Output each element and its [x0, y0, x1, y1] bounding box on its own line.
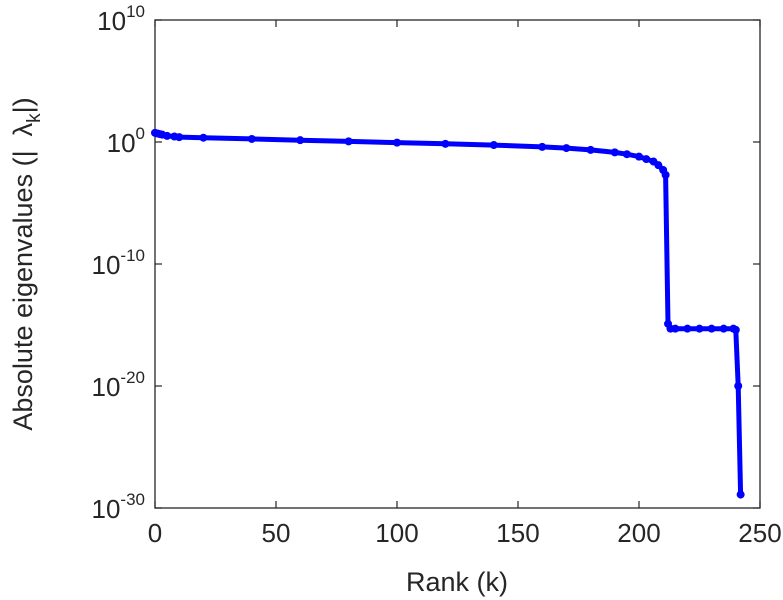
y-axis-label-suffix: |) — [8, 97, 38, 113]
y-tick-exponent: -20 — [120, 368, 145, 387]
data-point — [734, 382, 743, 390]
y-tick-base: 10 — [92, 494, 121, 524]
data-point — [344, 137, 353, 146]
data-point — [736, 490, 745, 499]
y-tick-label: 10-20 — [92, 368, 146, 402]
y-tick-label: 10-10 — [92, 246, 146, 280]
y-tick-label: 1010 — [97, 2, 145, 36]
x-tick-label: 150 — [496, 518, 539, 548]
data-point — [707, 324, 716, 333]
y-tick-base: 10 — [97, 6, 126, 36]
data-point — [247, 134, 256, 143]
y-tick-label: 100 — [107, 124, 145, 158]
data-point — [489, 141, 498, 150]
x-axis-label: Rank (k) — [406, 567, 508, 597]
data-point — [441, 139, 450, 148]
y-tick-base: 10 — [107, 128, 136, 158]
data-point — [719, 324, 728, 333]
plot-area — [154, 19, 761, 509]
y-tick-base: 10 — [92, 372, 121, 402]
x-tick-label: 100 — [375, 518, 418, 548]
y-tick-exponent: 0 — [136, 124, 145, 143]
data-point — [586, 145, 595, 154]
data-point — [296, 136, 305, 145]
x-tick-label: 50 — [262, 518, 291, 548]
data-point — [538, 142, 547, 151]
y-tick-label: 10-30 — [92, 490, 146, 524]
x-tick-label: 250 — [738, 518, 781, 548]
series-layer — [151, 128, 745, 499]
data-point — [163, 131, 172, 140]
data-point — [695, 324, 704, 333]
y-axis-label-subscript: k — [24, 113, 45, 123]
data-point — [622, 150, 631, 159]
x-tick-label: 0 — [148, 518, 162, 548]
data-point — [393, 138, 401, 147]
data-point — [175, 133, 184, 142]
y-tick-exponent: -30 — [120, 490, 145, 509]
data-point — [661, 170, 670, 179]
y-tick-base: 10 — [92, 250, 121, 280]
x-tick-label: 200 — [617, 518, 660, 548]
data-point — [562, 144, 571, 153]
y-axis-label: Absolute eigenvalues (| λk|) — [8, 97, 45, 430]
data-point — [731, 325, 740, 334]
y-tick-exponent: 10 — [126, 2, 145, 21]
data-point — [610, 148, 619, 157]
data-point — [199, 133, 208, 142]
data-point — [642, 155, 651, 164]
x-axis-ticks: 0 50 100 150 200 250 — [148, 20, 782, 548]
y-axis-label-symbol: λ — [8, 122, 38, 136]
data-point — [671, 324, 680, 333]
y-tick-exponent: -10 — [120, 246, 145, 265]
data-point — [654, 161, 663, 170]
data-point — [635, 152, 643, 161]
y-axis-label-prefix: Absolute eigenvalues (| — [8, 150, 38, 430]
data-point — [683, 324, 692, 333]
